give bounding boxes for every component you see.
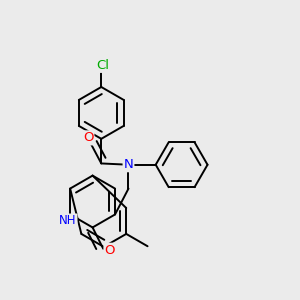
Text: O: O <box>104 244 115 257</box>
Text: Cl: Cl <box>96 59 109 72</box>
Text: O: O <box>83 131 93 144</box>
Text: NH: NH <box>59 214 76 227</box>
Text: N: N <box>124 158 134 171</box>
